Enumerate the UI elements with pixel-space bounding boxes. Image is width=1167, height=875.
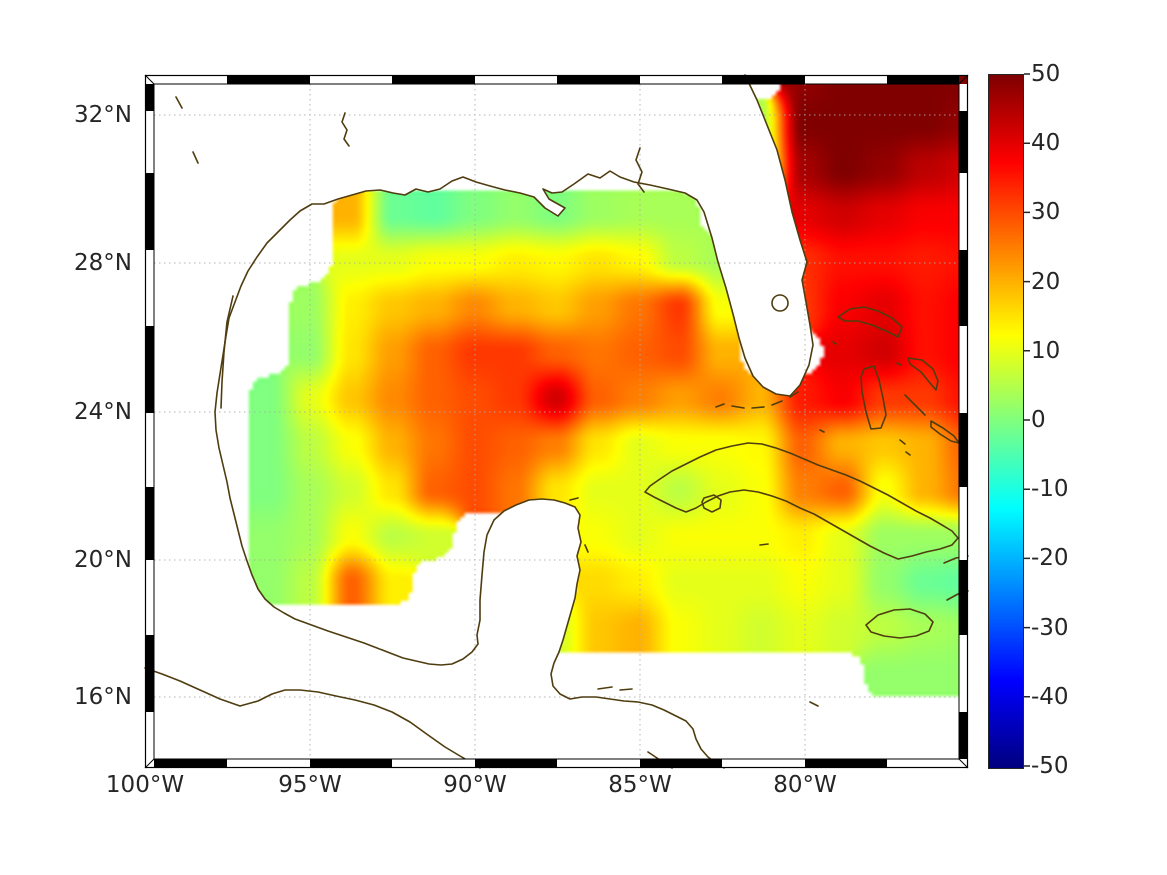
heatmap-canvas [145,75,968,768]
colorbar-canvas [988,74,1024,769]
colorbar-tick-label: 0 [1031,407,1046,433]
colorbar-tick-label: -50 [1031,753,1069,779]
colorbar-tick-label: -20 [1031,545,1069,572]
colorbar-tick-label: 10 [1031,337,1061,364]
colorbar-tick-label: -40 [1031,683,1069,710]
y-axis-tick-label: 16°N [74,684,132,710]
x-axis-tick-label: 85°W [608,772,672,798]
y-axis-tick-label: 20°N [74,547,132,573]
colorbar-tick-marks [1024,73,1030,767]
colorbar-tick-label: 50 [1031,61,1061,87]
y-axis-tick-label: 28°N [74,250,132,276]
y-axis-tick-label: 32°N [74,102,132,128]
colorbar-tick-label: -30 [1031,614,1069,641]
x-axis-tick-label: 90°W [443,772,507,798]
colorbar-tick-label: -10 [1031,476,1069,503]
colorbar-tick-label: 20 [1031,268,1061,295]
colorbar-tick-label: 40 [1031,130,1061,157]
colorbar-tick-label: 30 [1031,199,1061,226]
y-axis-tick-label: 24°N [74,399,132,425]
x-axis-tick-label: 95°W [278,772,342,798]
x-axis-tick-label: 80°W [773,772,837,798]
x-axis-tick-label: 100°W [105,772,185,798]
